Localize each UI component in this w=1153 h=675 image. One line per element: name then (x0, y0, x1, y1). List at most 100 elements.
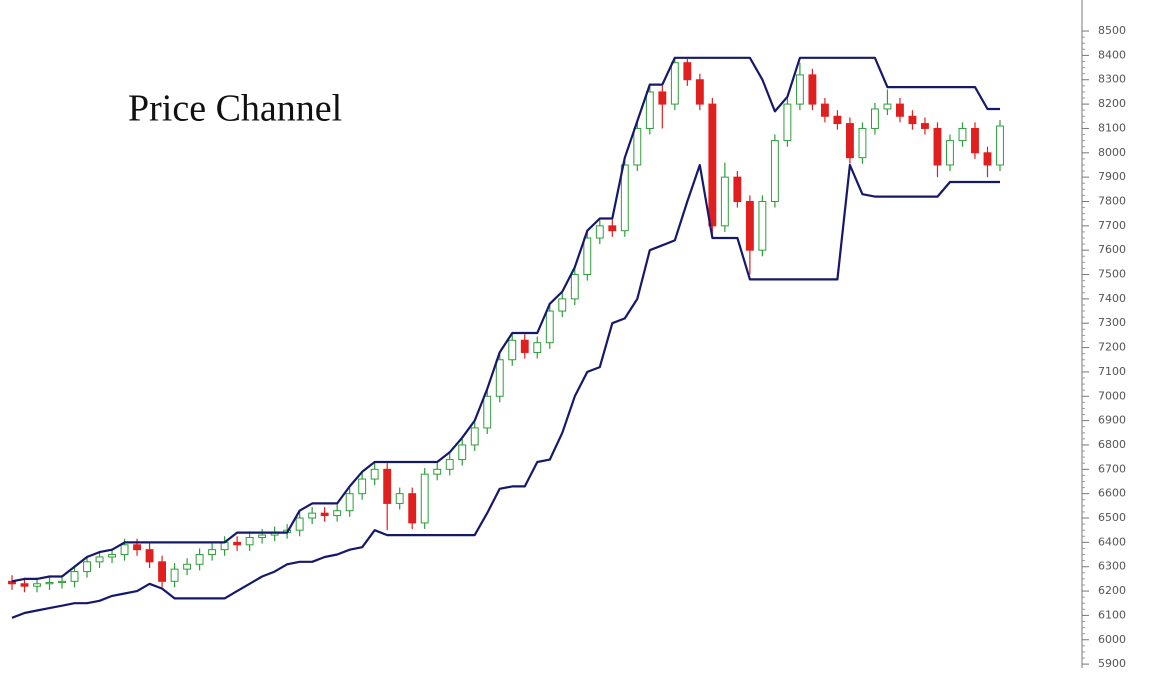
candle-body (445, 459, 454, 470)
candle-body (745, 200, 754, 251)
candle-body (908, 115, 917, 125)
candle-body (633, 127, 642, 166)
y-tick-label: 6800 (1098, 438, 1126, 451)
y-tick-label: 7500 (1098, 268, 1126, 281)
candle-body (820, 103, 829, 117)
candle-body (45, 582, 54, 585)
candle-body (983, 152, 992, 166)
candle-body (683, 62, 692, 81)
candle-body (33, 583, 41, 587)
candle-body (670, 62, 679, 105)
candle-body (533, 342, 542, 353)
y-tick-label: 7800 (1098, 194, 1126, 207)
candle-body (483, 395, 492, 429)
candle-body (370, 468, 379, 480)
candle-body (520, 339, 529, 353)
y-tick-label: 5900 (1098, 657, 1126, 670)
y-tick-label: 6900 (1098, 414, 1126, 427)
candle-body (733, 176, 742, 202)
candle-body (933, 127, 942, 166)
candle-body (870, 108, 879, 129)
candle-body (695, 79, 704, 105)
candle-body (896, 103, 904, 117)
candle-body (345, 493, 354, 512)
y-tick-label: 6000 (1098, 633, 1126, 646)
candle-body (770, 140, 779, 202)
y-tick-label: 8400 (1098, 48, 1126, 61)
candle-body (558, 298, 567, 312)
y-tick-label: 6700 (1098, 462, 1126, 475)
y-tick-label: 7100 (1098, 365, 1126, 378)
channel-lower (11, 163, 1000, 619)
y-tick-label: 6100 (1098, 608, 1126, 621)
candle-body (921, 123, 929, 129)
y-tick-label: 7000 (1098, 389, 1126, 402)
candle-body (158, 561, 167, 582)
y-tick-label: 8300 (1098, 73, 1126, 86)
y-tick-label: 6300 (1098, 560, 1126, 573)
candle-body (570, 274, 579, 300)
y-tick-label: 7900 (1098, 170, 1126, 183)
candle-body (620, 164, 629, 232)
candle-body (645, 91, 654, 129)
candle-body (658, 91, 667, 105)
y-tick-label: 7400 (1098, 292, 1126, 305)
y-tick-label: 8100 (1098, 121, 1126, 134)
candle-body (108, 554, 116, 558)
y-tick-label: 8500 (1098, 24, 1126, 37)
candle-body (20, 583, 29, 587)
y-tick-label: 8000 (1098, 146, 1126, 159)
candle-body (845, 123, 854, 159)
y-tick-label: 7300 (1098, 316, 1126, 329)
y-tick-label: 8200 (1098, 97, 1126, 110)
candle-body (470, 427, 479, 446)
y-tick-label: 7200 (1098, 341, 1126, 354)
candle-body (70, 571, 79, 582)
candle-body (858, 127, 867, 159)
candle-body (946, 140, 954, 166)
candle-body (195, 554, 204, 565)
candle-body (295, 517, 304, 531)
candle-body (395, 493, 404, 504)
candle-body (358, 478, 367, 495)
y-tick-label: 6500 (1098, 511, 1126, 524)
candle-body (145, 549, 154, 563)
candle-body (495, 359, 504, 397)
chart-title: Price Channel (128, 88, 342, 130)
candle-body (795, 74, 804, 105)
candle-body (433, 468, 442, 475)
candle-body (808, 74, 817, 105)
candle-body (8, 580, 16, 585)
candle-body (233, 541, 242, 546)
candle-body (458, 444, 467, 461)
candle-body (833, 115, 842, 125)
y-tick-label: 7700 (1098, 219, 1126, 232)
candle-body (720, 176, 729, 227)
candle-body (58, 580, 66, 584)
candle-body (245, 536, 254, 546)
candle-body (971, 127, 979, 154)
candle-body (308, 512, 317, 519)
candle-body (545, 310, 554, 344)
candle-body (320, 512, 329, 517)
candle-body (783, 103, 792, 142)
candle-body (883, 103, 892, 110)
channel-upper (11, 56, 1000, 583)
candle-body (208, 549, 217, 556)
candle-body (996, 125, 1004, 166)
candle-body (608, 225, 617, 232)
candle-body (120, 544, 129, 556)
candle-body (758, 200, 767, 251)
candle-body (595, 225, 604, 239)
candle-body (420, 473, 429, 524)
candle-body (258, 534, 267, 538)
y-tick-label: 6200 (1098, 584, 1126, 597)
candle-body (83, 561, 91, 573)
candle-body (183, 563, 192, 570)
candle-body (708, 103, 717, 227)
candle-body (383, 468, 392, 504)
y-tick-label: 7600 (1098, 243, 1126, 256)
candle-body (133, 544, 142, 551)
candle-body (333, 510, 342, 517)
